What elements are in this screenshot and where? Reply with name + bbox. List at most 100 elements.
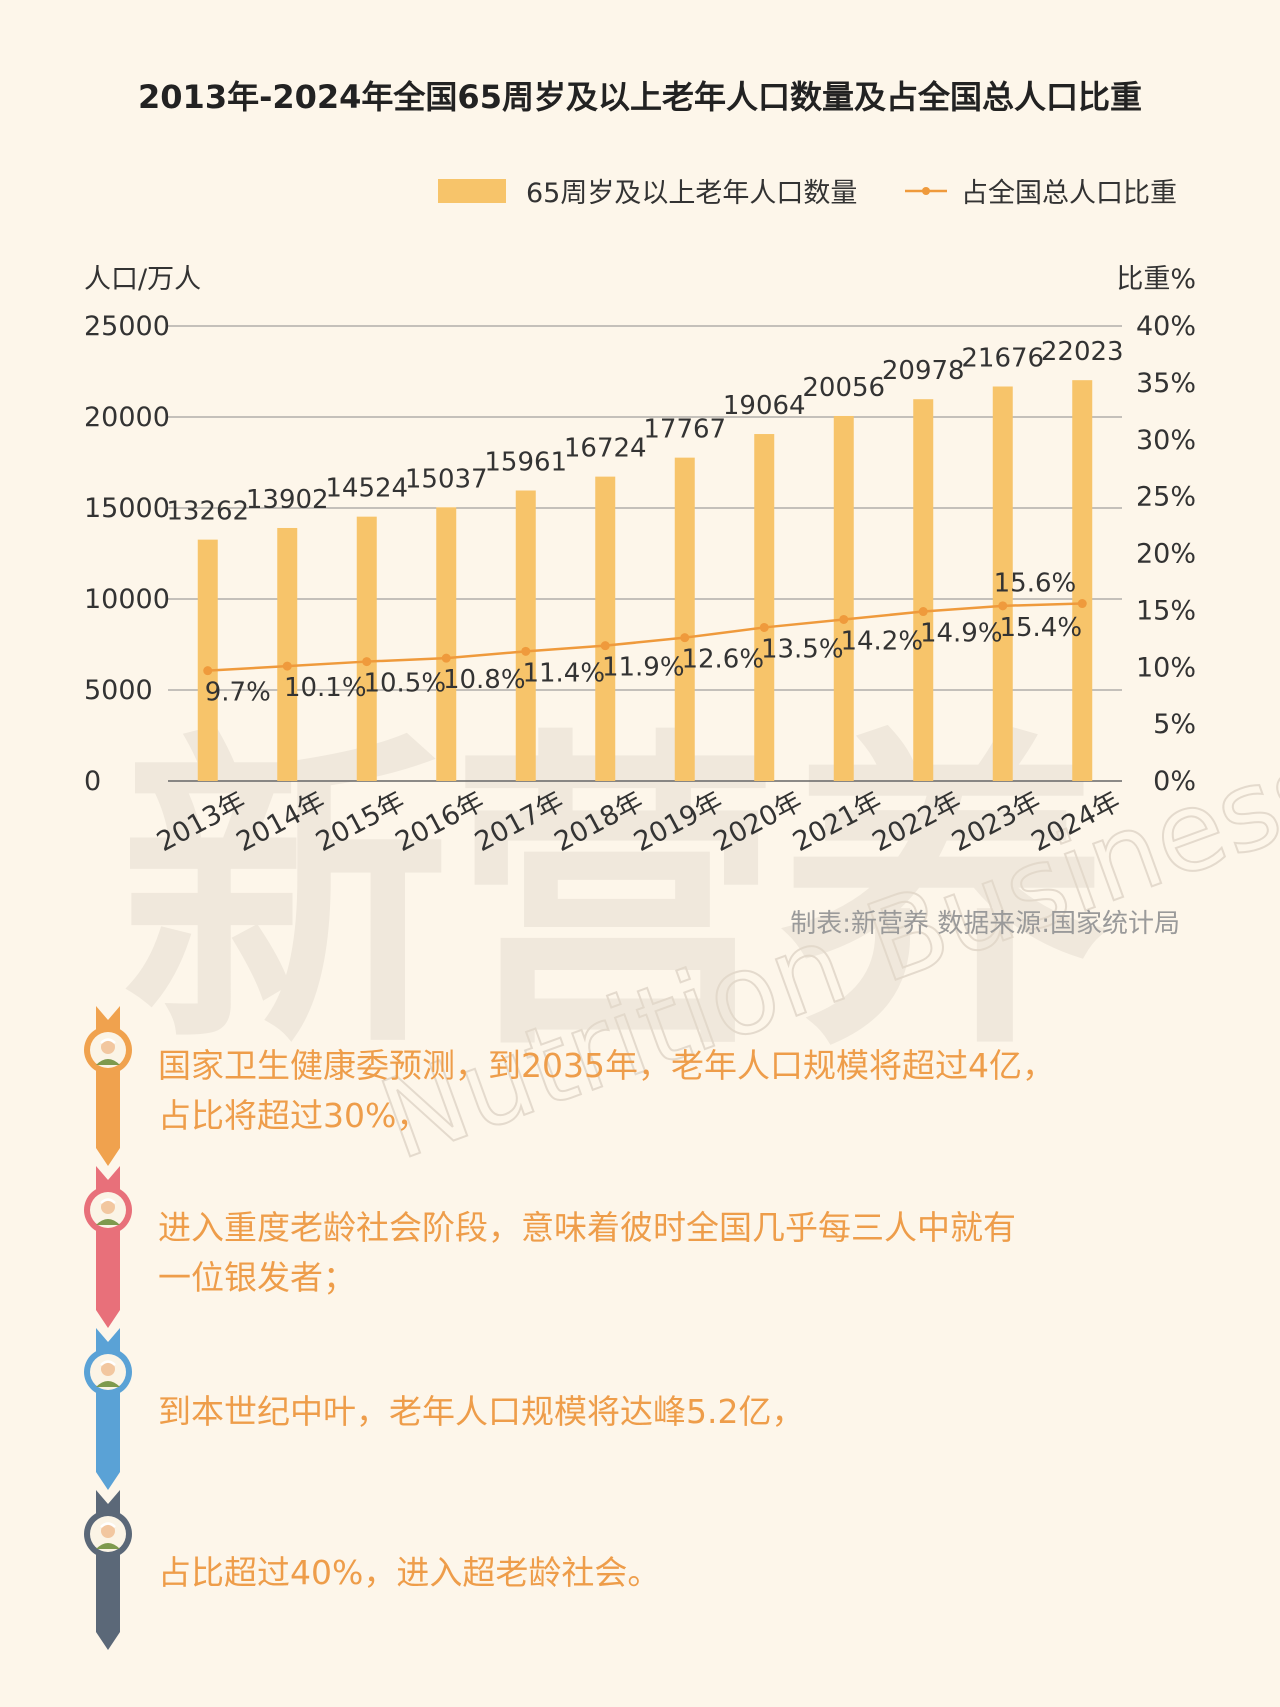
- elderly-hair-icon: [100, 1038, 116, 1044]
- bar: [674, 457, 695, 781]
- bar-value-label: 17767: [643, 415, 726, 445]
- ratio-value-label: 14.9%: [920, 619, 1003, 649]
- ratio-value-label: 10.8%: [443, 665, 526, 695]
- bar: [436, 507, 457, 781]
- legend: 65周岁及以上老年人口数量 占全国总人口比重: [438, 178, 1177, 209]
- y-tick-label-right: 5%: [1153, 709, 1196, 740]
- bar: [356, 516, 377, 781]
- elderly-person-icon: [101, 1200, 115, 1214]
- bar-value-labels: 1326213902145241503715961167241776719064…: [166, 337, 1123, 526]
- bar: [277, 527, 298, 781]
- y-tick-label-right: 15%: [1136, 595, 1196, 626]
- forecast-item-4: 占比超过40%，进入超老龄社会。: [158, 1548, 660, 1598]
- ratio-polyline: [207, 602, 1083, 672]
- ratio-value-label: 12.6%: [681, 645, 764, 675]
- ratio-value-label: 11.9%: [602, 653, 685, 683]
- y-tick-label-left: 10000: [84, 584, 170, 615]
- ratio-value-label: 15.6%: [994, 569, 1077, 599]
- ratio-point: [680, 633, 690, 643]
- bar-value-label: 20056: [802, 373, 885, 403]
- bar-value-label: 13902: [246, 485, 329, 515]
- forecast-line: 国家卫生健康委预测，到2035年，老年人口规模将超过4亿，: [158, 1046, 1055, 1085]
- forecast-line: 到本世纪中叶，老年人口规模将达峰5.2亿，: [158, 1392, 805, 1431]
- ratio-value-label: 11.4%: [522, 658, 605, 688]
- forecast-line: 占比超过40%，进入超老龄社会。: [158, 1553, 661, 1592]
- forecast-item-3: 到本世纪中叶，老年人口规模将达峰5.2亿，: [158, 1387, 804, 1437]
- bar: [595, 476, 616, 781]
- bar: [197, 539, 218, 781]
- ratio-point: [521, 646, 531, 656]
- forecast-item-2: 进入重度老龄社会阶段，意味着彼时全国几乎每三人中就有 一位银发者；: [158, 1203, 1016, 1303]
- y-tick-label-left: 0: [84, 766, 101, 797]
- y-tick-label-right: 30%: [1136, 425, 1196, 456]
- ratio-value-label: 15.4%: [999, 613, 1082, 643]
- y-axis-title-right: 比重%: [1116, 264, 1196, 295]
- elderly-hair-icon: [100, 1198, 116, 1204]
- bar: [913, 399, 934, 781]
- elderly-person-icon: [101, 1362, 115, 1376]
- ratio-point: [759, 622, 769, 632]
- elderly-body-icon: [96, 1543, 120, 1549]
- bar-value-label: 15961: [484, 448, 567, 478]
- ratio-point: [839, 614, 849, 624]
- elderly-hair-icon: [100, 1360, 116, 1366]
- bar-value-label: 19064: [723, 391, 806, 421]
- legend-bar-label: 65周岁及以上老年人口数量: [526, 178, 857, 209]
- ratio-point: [1077, 599, 1087, 609]
- ratio-value-label: 13.5%: [761, 634, 844, 664]
- bar-value-label: 14524: [325, 474, 408, 504]
- elderly-body-icon: [96, 1059, 120, 1065]
- ratio-point: [203, 666, 213, 676]
- y-ticks-right: 0% 5% 10% 15% 20% 25% 30% 35% 40%: [1136, 311, 1196, 797]
- chart-title: 2013年-2024年全国65周岁及以上老年人口数量及占全国总人口比重: [138, 78, 1142, 116]
- forecast-line: 进入重度老龄社会阶段，意味着彼时全国几乎每三人中就有: [158, 1208, 1016, 1247]
- y-tick-label-left: 5000: [84, 675, 153, 706]
- ratio-value-label: 10.1%: [284, 673, 367, 703]
- bar-value-label: 21676: [961, 343, 1044, 373]
- grid-lines: [168, 325, 1122, 782]
- y-tick-label-right: 10%: [1136, 652, 1196, 683]
- ratio-value-label: 10.5%: [363, 669, 446, 699]
- ratio-point: [918, 607, 928, 617]
- forecast-line: 一位银发者；: [158, 1258, 356, 1297]
- bar-value-label: 20978: [882, 356, 965, 386]
- y-axis-title-left: 人口/万人: [84, 264, 201, 295]
- y-tick-label-right: 20%: [1136, 539, 1196, 570]
- combo-chart: 2013年-2024年全国65周岁及以上老年人口数量及占全国总人口比重 65周岁…: [84, 78, 1196, 939]
- elderly-person-icon: [101, 1040, 115, 1054]
- bar-value-label: 16724: [564, 434, 647, 464]
- bar: [833, 415, 854, 781]
- bar-value-label: 13262: [166, 497, 249, 527]
- y-tick-label-right: 25%: [1136, 482, 1196, 513]
- elderly-hair-icon: [100, 1522, 116, 1528]
- elderly-person-icon: [101, 1524, 115, 1538]
- bar: [754, 434, 775, 781]
- legend-bar-swatch: [438, 179, 506, 203]
- ratio-point: [282, 661, 292, 671]
- ratio-value-label: 9.7%: [205, 678, 271, 708]
- legend-line-label: 占全国总人口比重: [961, 178, 1177, 209]
- forecast-line: 占比将超过30%，: [158, 1096, 430, 1135]
- ratio-point: [600, 641, 610, 651]
- y-tick-label-right: 40%: [1136, 311, 1196, 342]
- bar: [515, 490, 536, 781]
- y-tick-label-left: 20000: [84, 402, 170, 433]
- ratio-value-label: 14.2%: [840, 626, 923, 656]
- ratio-point: [441, 653, 451, 663]
- y-tick-label-left: 15000: [84, 493, 170, 524]
- legend-line-marker: [922, 187, 930, 195]
- elderly-body-icon: [96, 1219, 120, 1225]
- y-ticks-left: 0 5000 10000 15000 20000 25000: [84, 311, 170, 797]
- elderly-body-icon: [96, 1381, 120, 1387]
- source-note: 制表:新营养 数据来源:国家统计局: [790, 909, 1180, 939]
- forecast-item-1: 国家卫生健康委预测，到2035年，老年人口规模将超过4亿， 占比将超过30%，: [158, 1041, 1055, 1141]
- y-tick-label-left: 25000: [84, 311, 170, 342]
- bar-value-label: 15037: [405, 464, 488, 494]
- ratio-point: [362, 657, 372, 667]
- bar: [992, 386, 1013, 781]
- bar: [1072, 380, 1093, 781]
- bars: [197, 380, 1093, 781]
- y-tick-label-right: 35%: [1136, 368, 1196, 399]
